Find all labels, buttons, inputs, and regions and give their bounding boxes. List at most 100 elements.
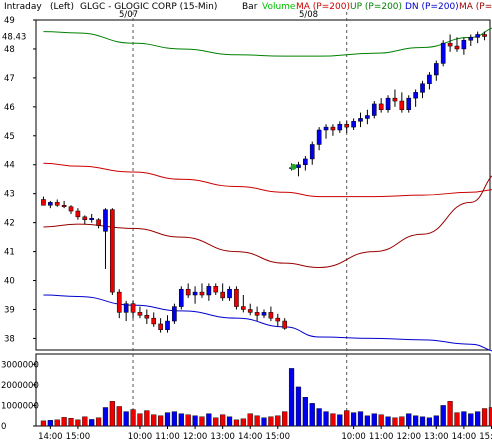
volume-bar <box>89 419 95 427</box>
date-separators <box>132 12 348 426</box>
series-line-ma-p-200- <box>43 162 492 198</box>
price-bar <box>268 306 274 322</box>
bar-body <box>103 209 108 232</box>
volume-bar <box>130 409 136 427</box>
price-bars <box>41 31 487 333</box>
bar-body <box>75 210 81 218</box>
price-bar <box>199 283 205 298</box>
price-bar <box>447 34 453 52</box>
bar-body <box>220 291 225 299</box>
bar-body <box>275 317 281 322</box>
price-bar <box>96 218 101 229</box>
volume-bar <box>316 408 322 427</box>
bar-body <box>371 103 377 116</box>
price-bar <box>110 208 115 295</box>
time-tick-label: 15:00 <box>266 432 291 442</box>
price-bar <box>68 205 74 214</box>
date-label-2: 5/08 <box>299 10 318 20</box>
volume-bar <box>282 411 288 427</box>
bar-body <box>433 63 439 76</box>
bar-body <box>468 37 474 41</box>
time-tick-label: 13:00 <box>424 432 449 442</box>
price-bar <box>351 118 356 130</box>
price-bar <box>192 286 198 304</box>
bar-body <box>234 288 239 307</box>
volume-bar <box>350 412 357 427</box>
legend-ma: MA (P=200) <box>296 2 350 12</box>
volume-bar <box>392 417 398 427</box>
interval-label: Intraday <box>4 2 42 12</box>
bar-body <box>447 42 453 47</box>
bar-body <box>358 118 363 122</box>
symbol-title: GLGC - GLOGIC CORP (15-Min) <box>80 2 217 12</box>
price-tick-label: 40 <box>4 277 15 287</box>
price-bar <box>344 121 350 133</box>
price-bar <box>303 156 308 171</box>
time-tick-label: 10:00 <box>128 432 153 442</box>
price-bar <box>151 312 157 327</box>
volume-bar <box>426 417 433 427</box>
volume-bar <box>357 411 364 427</box>
gap-marker <box>290 163 297 170</box>
bar-body <box>151 317 157 325</box>
volume-bar <box>123 411 129 427</box>
bar-body <box>323 126 329 131</box>
bar-body <box>227 288 232 299</box>
volume-bar <box>171 411 178 427</box>
volume-bar <box>344 410 350 427</box>
bar-body <box>116 291 122 313</box>
series-line-up-p-200- <box>43 27 492 57</box>
price-bar <box>254 306 260 322</box>
legend-ma2: MA (P=4 <box>459 2 492 12</box>
bar-body <box>41 199 46 206</box>
volume-bars <box>40 368 492 427</box>
bar-body <box>206 286 212 296</box>
volume-bar <box>192 415 198 427</box>
price-bar <box>378 98 384 113</box>
price-bar <box>178 286 184 310</box>
bar-body <box>385 97 391 110</box>
volume-bar <box>461 411 467 427</box>
volume-bar <box>447 401 453 427</box>
volume-bar <box>185 414 191 427</box>
volume-bar <box>323 411 329 427</box>
price-bar <box>144 309 150 324</box>
price-tick-label: 38 <box>4 334 15 344</box>
volume-bar <box>75 419 81 427</box>
bar-body <box>123 303 129 313</box>
legend-up: UP (P=200) <box>350 2 402 12</box>
price-tick-label: 46 <box>4 103 15 113</box>
bar-body <box>110 209 115 293</box>
price-tick-label: 43 <box>4 190 15 200</box>
date-label-1: 5/07 <box>119 10 138 20</box>
volume-bar <box>116 406 122 427</box>
volume-bar <box>295 386 302 427</box>
price-bar <box>158 318 163 333</box>
volume-bar <box>337 414 343 427</box>
bar-body <box>96 219 101 226</box>
volume-bar <box>109 401 115 427</box>
bar-body <box>420 83 425 93</box>
bar-body <box>392 97 398 102</box>
bar-body <box>213 286 219 293</box>
volume-bar <box>378 414 384 427</box>
time-tick-label: 15:00 <box>66 432 91 442</box>
volume-bar <box>481 408 488 427</box>
price-tick-label: 41 <box>4 248 15 258</box>
volume-tick-label: 1000000 <box>1 401 39 411</box>
price-tick-label: 45 <box>4 132 15 142</box>
bar-body <box>427 74 432 84</box>
volume-bar <box>261 417 267 427</box>
bar-body <box>137 312 143 316</box>
price-bar <box>206 283 212 301</box>
bar-body <box>48 202 53 206</box>
bar-body <box>316 129 322 145</box>
volume-tick-label: 0 <box>1 422 6 432</box>
price-bar <box>75 208 81 220</box>
price-bar <box>392 89 398 107</box>
volume-bar <box>40 420 47 427</box>
price-axis: 38 39 40 41 42 43 44 45 46 47 48 49 <box>4 16 36 344</box>
volume-bar <box>220 414 226 427</box>
bar-body <box>337 123 343 131</box>
